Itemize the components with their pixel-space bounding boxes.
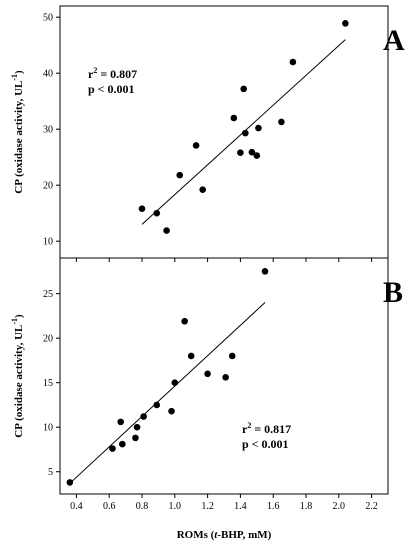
p-value-label: p < 0.001: [88, 82, 135, 96]
x-tick-label: 2.2: [365, 501, 378, 512]
y-tick-label: 10: [43, 423, 53, 434]
panel-b: 5 10 15 20 25 0.4 0.6 0.8 1.0 1.2 1.4 1.6 1.8 2.0 2.2 C…: [10, 257, 403, 541]
data-point: [248, 148, 256, 156]
y-tick-label: 25: [43, 289, 53, 300]
data-point: [117, 418, 124, 426]
data-point: [119, 440, 126, 448]
data-point: [261, 268, 269, 275]
y-tick-label: 10: [43, 237, 53, 248]
data-point: [192, 142, 200, 149]
data-point: [187, 352, 195, 360]
data-point: [230, 114, 238, 122]
x-tick-label: 0.8: [136, 501, 149, 512]
panel-letter: B: [383, 276, 403, 309]
r-squared-label: r2 = 0.817: [242, 421, 291, 436]
data-point: [228, 352, 236, 360]
data-point: [289, 58, 297, 66]
data-point: [242, 129, 249, 137]
data-point: [253, 152, 261, 159]
r-squared-label: r2 = 0.807: [88, 66, 137, 81]
y-tick-label: 5: [48, 467, 53, 478]
data-point: [171, 379, 179, 386]
panel-letter: A: [383, 24, 405, 57]
y-tick-label: 15: [43, 378, 53, 389]
x-tick-label: 2.0: [333, 501, 346, 512]
data-point: [255, 124, 262, 132]
data-point: [199, 186, 206, 193]
data-point: [153, 209, 161, 217]
p-value-label: p < 0.001: [242, 437, 289, 451]
x-tick-label: 1.8: [300, 501, 313, 512]
data-point: [168, 407, 175, 415]
x-axis-label: ROMs (t-BHP, mM): [177, 529, 272, 541]
x-tick-label: 0.6: [103, 501, 116, 512]
data-point: [163, 227, 170, 234]
y-tick-label: 40: [43, 69, 53, 80]
data-point: [342, 20, 349, 27]
data-point: [138, 205, 146, 213]
y-tick-label: 20: [43, 334, 53, 345]
y-tick-label: 20: [43, 181, 53, 192]
data-point: [176, 171, 184, 179]
data-point: [109, 445, 116, 452]
data-point: [66, 479, 74, 486]
data-point: [204, 370, 211, 378]
data-point: [278, 118, 285, 126]
x-tick-label: 1.4: [234, 501, 247, 512]
x-tick-label: 0.4: [70, 501, 83, 512]
y-tick-label: 50: [43, 13, 53, 24]
x-tick-label: 1.0: [169, 501, 182, 512]
data-point: [237, 149, 244, 157]
y-axis-label: CP (oxidase activity, UL-1): [10, 70, 25, 194]
y-axis-label: CP (oxidase activity, UL-1): [10, 314, 25, 438]
data-point: [140, 413, 147, 420]
x-tick-label: 1.6: [267, 501, 280, 512]
data-point: [133, 423, 141, 431]
regression-line: [69, 302, 266, 484]
data-point: [181, 317, 188, 325]
data-point: [222, 374, 229, 381]
panel-a: 10 20 30 40 50 CP (oxidase activity, UL-1) r2 …: [10, 5, 405, 262]
data-point: [153, 401, 161, 409]
y-tick-label: 30: [43, 125, 53, 136]
data-point: [240, 85, 247, 93]
plot-frame: [59, 5, 389, 259]
data-point: [132, 434, 139, 442]
plot-frame: [59, 257, 389, 495]
x-tick-label: 1.2: [201, 501, 214, 512]
